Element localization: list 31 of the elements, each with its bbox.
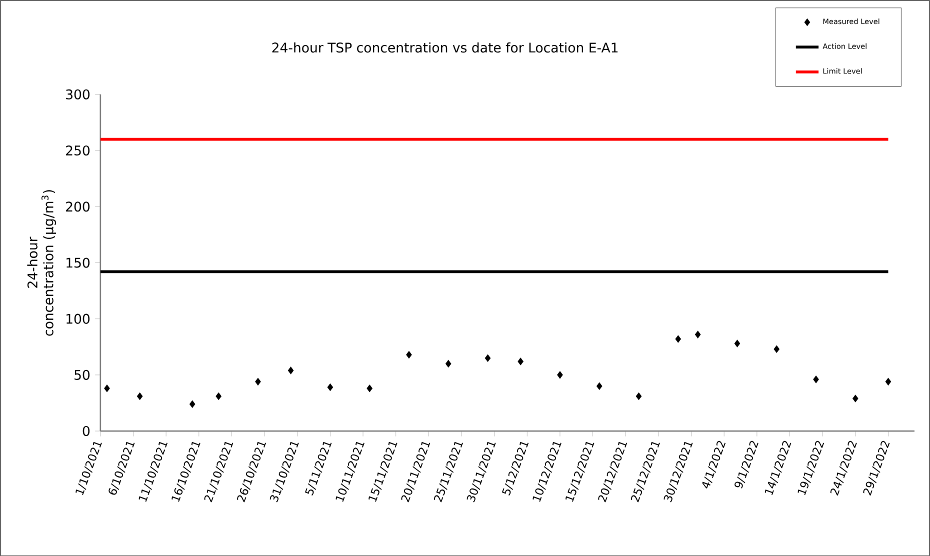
point	[189, 400, 196, 408]
point	[774, 345, 780, 353]
y-tick-label: 250	[66, 145, 90, 156]
chart-title: 24-hour TSP concentration vs date for Location E-A1	[272, 42, 618, 52]
point	[852, 394, 858, 402]
point	[366, 384, 372, 392]
y-tick-label: 50	[74, 370, 90, 380]
point	[675, 335, 682, 343]
point	[734, 340, 740, 348]
point	[406, 350, 412, 358]
point	[216, 392, 222, 400]
point	[104, 384, 110, 392]
point	[288, 366, 294, 374]
y-tick-label: 150	[66, 257, 90, 268]
point	[518, 358, 524, 365]
point	[596, 382, 602, 390]
y-tick-label: 300	[66, 89, 90, 100]
point	[885, 378, 892, 386]
point	[694, 330, 701, 338]
point	[813, 375, 819, 383]
y-tick-label: 100	[66, 314, 90, 324]
point	[327, 383, 334, 391]
y-tick-label: 200	[66, 201, 90, 212]
y-axis-title: 24-hour concentration (µg/m$^{3}$)	[27, 190, 56, 336]
point	[446, 360, 452, 368]
point	[136, 392, 143, 400]
point	[636, 392, 642, 400]
y-tick-label: 0	[82, 426, 90, 436]
point	[255, 378, 261, 386]
point	[484, 354, 491, 362]
point	[557, 370, 563, 378]
